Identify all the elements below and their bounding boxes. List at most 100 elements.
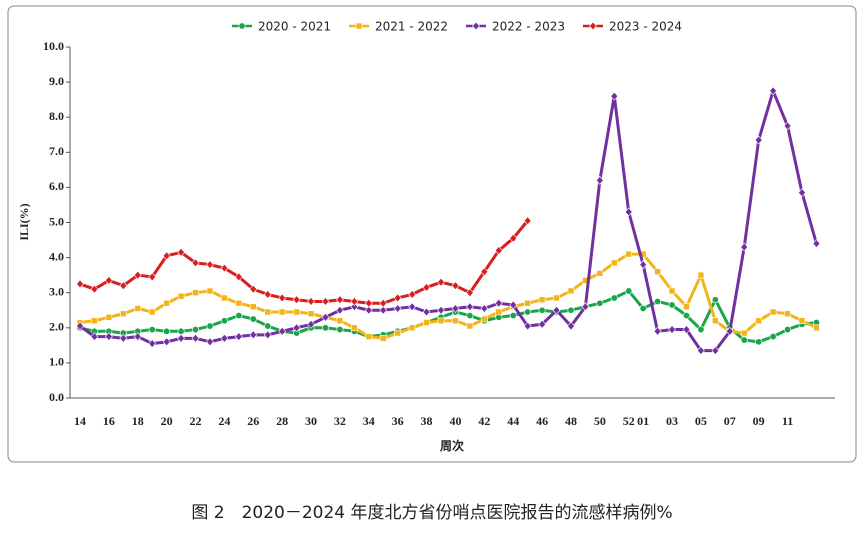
series-line [79, 86, 818, 353]
y-tick-label: 9.0 [49, 74, 64, 88]
point [567, 306, 575, 314]
point [769, 333, 777, 341]
point [725, 326, 734, 336]
point [120, 310, 127, 318]
x-tick-label: 18 [132, 414, 144, 428]
point [538, 319, 546, 329]
y-tick-label: 3.0 [49, 284, 64, 298]
point [495, 308, 503, 316]
point [163, 327, 171, 335]
y-tick-label: 6.0 [49, 179, 64, 193]
point [812, 239, 821, 249]
point [668, 301, 676, 309]
x-axis-label: 周次 [440, 438, 464, 453]
point [191, 333, 200, 343]
point [552, 305, 561, 315]
x-tick-label: 16 [103, 414, 115, 428]
point [654, 297, 662, 305]
point [610, 259, 618, 267]
point [278, 293, 287, 303]
point [177, 292, 185, 300]
point [408, 289, 417, 299]
point [336, 295, 344, 305]
x-tick-label: 09 [753, 414, 765, 428]
point [351, 324, 358, 332]
caption: 图 2 2020－2024 年度北方省份哨点医院报告的流感样病例% [191, 503, 672, 523]
x-tick-label: 30 [305, 414, 317, 428]
point [784, 310, 791, 318]
point [668, 287, 676, 295]
point [472, 21, 480, 31]
point [668, 325, 676, 335]
point [278, 308, 286, 316]
point [437, 317, 445, 325]
point [91, 317, 98, 325]
y-tick-label: 7.0 [49, 144, 64, 158]
point [249, 303, 257, 311]
point [163, 299, 170, 307]
point [639, 304, 647, 312]
y-tick-label: 4.0 [49, 249, 64, 263]
point [336, 317, 344, 325]
point [798, 317, 806, 325]
point [148, 339, 157, 349]
point [509, 300, 518, 310]
legend-label: 2022 - 2023 [492, 20, 565, 34]
point [263, 330, 272, 340]
point [364, 305, 373, 315]
point [682, 325, 691, 335]
point [90, 284, 99, 294]
point [134, 305, 142, 312]
point [249, 315, 257, 323]
point [394, 329, 401, 337]
point [321, 297, 330, 306]
point [321, 324, 329, 332]
point [466, 312, 474, 320]
point [481, 315, 488, 323]
point [423, 319, 430, 326]
point [119, 281, 128, 291]
point [364, 298, 373, 308]
point [133, 332, 142, 342]
point [264, 322, 272, 330]
x-tick-label: 22 [190, 414, 202, 428]
point [379, 335, 387, 342]
point [235, 312, 243, 320]
point [104, 275, 113, 285]
x-tick-label: 14 [74, 414, 86, 428]
point [234, 272, 243, 282]
point [249, 284, 258, 294]
point [682, 312, 690, 320]
series-line [79, 252, 818, 340]
y-tick-label: 1.0 [49, 355, 64, 369]
point [292, 295, 301, 305]
point [509, 312, 517, 320]
point [264, 308, 272, 316]
point [177, 333, 185, 343]
x-tick-label: 26 [247, 414, 259, 428]
point [422, 282, 431, 292]
point [783, 121, 792, 131]
point [192, 326, 200, 334]
point [683, 303, 690, 311]
series-line [79, 289, 817, 344]
point [466, 322, 474, 330]
point [610, 294, 618, 302]
point [769, 308, 777, 316]
point [422, 307, 431, 317]
point [220, 317, 228, 325]
x-tick-label: 05 [695, 414, 707, 428]
point [148, 308, 156, 316]
point [307, 297, 315, 306]
x-tick-label: 42 [478, 414, 490, 428]
point [307, 310, 315, 318]
x-tick-label: 52 [623, 414, 635, 428]
point [235, 299, 243, 307]
x-tick-label: 40 [449, 414, 461, 428]
x-tick-label: 01 [637, 414, 649, 428]
point [278, 326, 287, 336]
point [206, 337, 214, 347]
point [393, 293, 402, 303]
point [408, 302, 417, 312]
